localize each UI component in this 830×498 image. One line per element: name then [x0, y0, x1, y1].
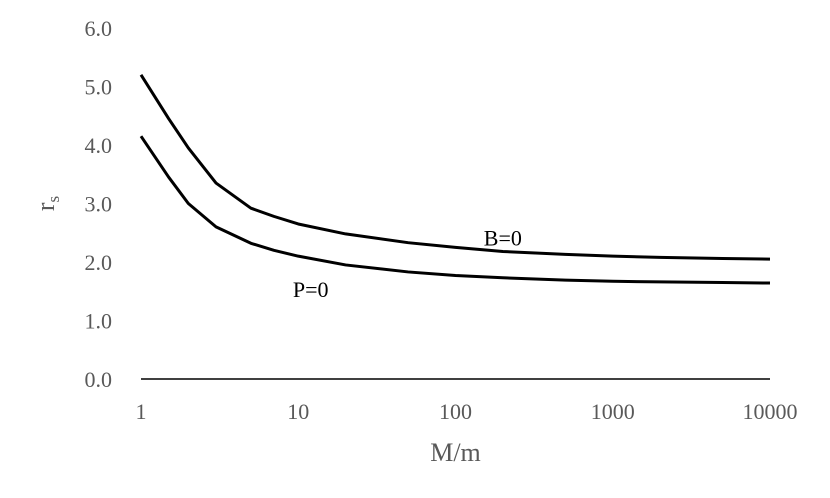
series-labels: B=0 P=0	[293, 226, 522, 302]
series-lines	[139, 73, 771, 285]
y-axis-title-main: r	[31, 202, 60, 211]
y-tick-label: 6.0	[85, 16, 113, 41]
x-axis-title: M/m	[430, 438, 481, 467]
series-label-b0: B=0	[484, 226, 522, 251]
y-axis-title-subscript: s	[44, 196, 63, 203]
y-tick-labels: 0.0 1.0 2.0 3.0 4.0 5.0 6.0	[85, 16, 113, 392]
y-tick-label: 2.0	[85, 250, 113, 275]
x-tick-label: 10	[287, 399, 309, 424]
x-tick-label: 1	[136, 399, 147, 424]
x-tick-label: 100	[439, 399, 472, 424]
x-tick-label: 1000	[591, 399, 635, 424]
y-tick-label: 5.0	[85, 75, 113, 100]
y-tick-label: 4.0	[85, 133, 113, 158]
x-tick-labels: 1 10 100 1000 10000	[136, 399, 798, 424]
y-axis-title: rs	[31, 196, 63, 211]
y-tick-label: 0.0	[85, 367, 113, 392]
y-tick-label: 1.0	[85, 309, 113, 334]
series-label-p0: P=0	[293, 277, 329, 302]
x-tick-label: 10000	[743, 399, 798, 424]
y-tick-label: 3.0	[85, 192, 113, 217]
series-line-p0	[139, 135, 771, 285]
series-line-b0	[139, 73, 771, 261]
